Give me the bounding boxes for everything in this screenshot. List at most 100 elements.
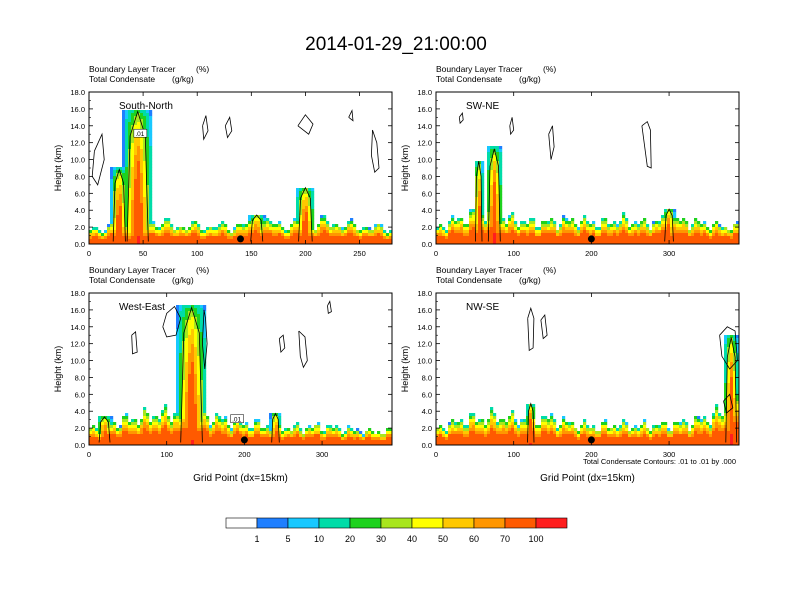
ytick-label: 14.0 [417,122,432,131]
condensate-contours [458,112,674,242]
header-line2-unit: (g/kg) [172,275,194,285]
contour-label-box [133,128,148,138]
panel-label: SW-NE [466,101,499,112]
ytick-label: 10.0 [417,357,432,366]
ytick-label: 18.0 [417,289,432,298]
panel-4: Boundary Layer Tracer (%) Total Condensate… [400,265,740,484]
colorbar-label: 60 [469,534,479,544]
header-line2: Total Condensate [89,74,155,84]
ytick-label: 6.0 [75,189,85,198]
colorbar-swatch [380,517,413,529]
colorbar: 1 5 10 20 30 40 50 60 70 100 [225,517,568,544]
ytick-label: 10.0 [70,357,85,366]
xtick-label: 0 [434,450,438,459]
ytick-label: 2.0 [422,223,432,232]
ytick-label: 0.0 [422,441,432,450]
ytick-label: 14.0 [70,122,85,131]
plume-contour [487,148,501,242]
header-line2: Total Condensate [436,74,502,84]
xtick-label: 0 [87,249,91,258]
ytick-label: 16.0 [417,306,432,315]
header-line2-unit: (g/kg) [519,275,541,285]
condensate-contour [202,115,209,141]
condensate-contour [540,313,548,340]
ytick-label: 16.0 [70,306,85,315]
xtick-label: 0 [434,249,438,258]
ytick-label: 12.0 [417,139,432,148]
ytick-label: 12.0 [70,340,85,349]
ytick-label: 2.0 [422,424,432,433]
tracer-field [436,146,739,244]
xtick-label: 100 [191,249,204,258]
xtick-label: 200 [238,450,251,459]
condensate-contour [327,300,332,314]
colorbar-label: 30 [376,534,386,544]
colorbar-swatch [287,517,320,529]
xtick-label: 150 [245,249,258,258]
plume-contour [527,402,535,443]
colorbar-swatch [349,517,382,529]
panel-label: South-North [119,101,173,112]
ytick-label: 2.0 [75,424,85,433]
condensate-contours [98,300,332,443]
contour-label: .01 [232,417,241,424]
colorbar-label: 10 [314,534,324,544]
condensate-contour [723,393,734,414]
ytick-label: 0.0 [75,240,85,249]
location-marker [587,436,595,444]
contour-label: .01 [135,131,144,138]
condensate-contour [278,334,286,354]
condensate-contour [162,305,182,338]
header-line2: Total Condensate [89,275,155,285]
condensate-contour [298,330,308,369]
ytick-label: 4.0 [75,206,85,215]
ytick-label: 10.0 [417,156,432,165]
ytick-label: 0.0 [422,240,432,249]
location-marker [237,235,244,243]
header-line2-unit: (g/kg) [172,74,194,84]
header-line2: Total Condensate [436,275,502,285]
condensate-contour [548,125,555,160]
ytick-label: 12.0 [417,340,432,349]
ytick-label: 14.0 [70,323,85,332]
ytick-label: 18.0 [70,88,85,97]
ytick-label: 8.0 [75,172,85,181]
header-line1-unit: (%) [196,265,209,275]
location-marker [240,436,248,444]
xtick-label: 50 [139,249,147,258]
tracer-field [89,305,392,445]
ytick-label: 4.0 [422,206,432,215]
ytick-label: 18.0 [417,88,432,97]
ytick-label: 12.0 [70,139,85,148]
ytick-label: 4.0 [422,407,432,416]
ytick-label: 6.0 [422,390,432,399]
xtick-label: 300 [663,249,676,258]
ytick-label: 10.0 [70,156,85,165]
xtick-label: 100 [507,249,520,258]
header-line1: Boundary Layer Tracer [436,64,523,74]
plume-contour [271,412,280,443]
colorbar-swatch [504,517,537,529]
contour-label-box [230,414,244,423]
plume-contour [475,161,483,242]
header-line2-unit: (g/kg) [519,74,541,84]
ytick-label: 4.0 [75,407,85,416]
condensate-contour [641,120,652,169]
colorbar-swatch [225,517,258,529]
plume-contour [298,186,313,242]
ytick-label: 2.0 [75,223,85,232]
ylabel: Height (km) [400,346,410,393]
contour-footnote: Total Condensate Contours: .01 to .01 by… [583,457,736,466]
ytick-label: 6.0 [75,390,85,399]
colorbar-label: 50 [438,534,448,544]
colorbar-label: 70 [500,534,510,544]
figure-title: 2014-01-29_21:00:00 [305,34,487,55]
xtick-label: 0 [87,450,91,459]
header-line1: Boundary Layer Tracer [89,64,176,74]
xtick-label: 200 [585,249,598,258]
colorbar-label: 5 [285,534,290,544]
xlabel: Grid Point (dx=15km) [540,473,635,484]
ylabel: Height (km) [53,145,63,192]
colorbar-swatch [256,517,289,529]
